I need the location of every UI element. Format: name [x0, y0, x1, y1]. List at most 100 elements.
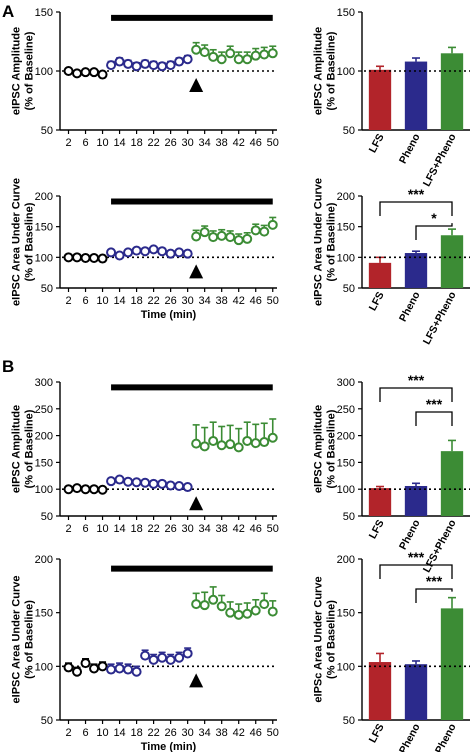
a-amp-bar-bar — [440, 53, 464, 130]
b-amp-bar-category-label: Pheno — [397, 518, 423, 552]
a-auc-time-x-tick-label: 10 — [96, 295, 108, 307]
b-amp-time-data-point — [114, 474, 125, 485]
b-auc-time-data-point — [148, 654, 159, 665]
a-auc-time-x-tick-label: 18 — [130, 295, 142, 307]
a-auc-time-data-point — [199, 227, 210, 238]
b-auc-time-data-point — [80, 658, 91, 669]
b-amp-time-data-point — [242, 435, 253, 446]
a-auc-time-x-tick-label: 38 — [216, 295, 228, 307]
a-auc-time-data-point — [106, 247, 117, 258]
a-auc-time-data-point — [259, 226, 270, 237]
b-auc-bar-bar — [440, 608, 464, 720]
a-auc-bar-y-tick-label: 50 — [343, 283, 355, 295]
b-amp-time-x-tick-label: 42 — [233, 523, 245, 535]
b-amp-time-x-tick-label: 10 — [96, 523, 108, 535]
a-amp-time-data-point — [250, 50, 261, 61]
b-auc-time-arrow-icon — [189, 673, 204, 688]
b-amp-time-data-point — [225, 439, 236, 450]
b-auc-time-data-point — [208, 594, 219, 605]
b-amp-time-x-tick-label: 14 — [113, 523, 125, 535]
a-auc-time-x-tick-label: 34 — [199, 295, 211, 307]
a-amp-bar-ylabel-line: (% of Baseline) — [326, 31, 338, 110]
b-auc-time-x-tick-label: 38 — [216, 727, 228, 739]
b-auc-time-data-point — [174, 652, 185, 663]
b-amp-bar-y-tick-label: 200 — [337, 431, 355, 443]
b-amp-time-y-tick-label: 50 — [41, 511, 53, 523]
a-auc-time-x-tick-label: 46 — [250, 295, 262, 307]
b-amp-bar-y-tick-label: 50 — [343, 511, 355, 523]
b-auc-time-data-point — [72, 666, 83, 677]
b-auc-time-data-point — [259, 599, 270, 610]
a-amp-bar-y-tick-label: 150 — [337, 7, 355, 19]
a-auc-bar-bar — [404, 253, 428, 288]
b-amp-time-data-point — [157, 478, 168, 489]
b-auc-time-data-point — [165, 654, 176, 665]
a-amp-time-x-tick-label: 38 — [216, 137, 228, 149]
b-amp-bar-ylabel-line: (% of Baseline) — [326, 409, 338, 488]
a-auc-bar-category-label: Pheno — [397, 290, 423, 324]
a-auc-bar-category-label: LFS — [367, 290, 387, 313]
b-auc-time-x-tick-label: 34 — [199, 727, 211, 739]
b-amp-time-x-tick-label: 30 — [182, 523, 194, 535]
a-amp-time-data-point — [131, 61, 142, 72]
a-auc-time-data-point — [216, 230, 227, 241]
a-auc-time-data-point — [123, 247, 134, 258]
b-amp-bar-bar — [404, 485, 428, 516]
b-amp-bar-y-tick-label: 150 — [337, 457, 355, 469]
a-amp-time-y-tick-label: 50 — [41, 125, 53, 137]
b-auc-time-data-point — [216, 601, 227, 612]
a-amp-time-data-point — [165, 60, 176, 71]
b-auc-time-x-label: Time (min) — [141, 741, 197, 752]
a-amp-time-x-tick-label: 30 — [182, 137, 194, 149]
a-amp-time-data-point — [225, 48, 236, 59]
b-amp-time-data-point — [89, 484, 100, 495]
a-amp-time-x-tick-label: 2 — [65, 137, 71, 149]
a-amp-time-data-point — [80, 67, 91, 78]
b-auc-bar-significance-bracket — [415, 588, 453, 603]
b-auc-time-x-tick-label: 50 — [267, 727, 279, 739]
a-amp-time-x-tick-label: 18 — [130, 137, 142, 149]
a-auc-time-data-point — [114, 250, 125, 261]
a-amp-time-x-tick-label: 10 — [96, 137, 108, 149]
b-auc-time-x-tick-label: 18 — [130, 727, 142, 739]
b-auc-bar-significance-label: *** — [426, 573, 443, 589]
b-amp-time-x-tick-label: 34 — [199, 523, 211, 535]
a-auc-time-data-point — [191, 231, 202, 242]
a-auc-time-x-tick-label: 30 — [182, 295, 194, 307]
b-amp-bar-bar — [440, 451, 464, 516]
a-amp-time-data-point — [259, 49, 270, 60]
b-auc-time-data-point — [157, 652, 168, 663]
b-amp-time-data-point — [174, 480, 185, 491]
a-amp-time-data-point — [174, 56, 185, 67]
a-amp-time-data-point — [267, 48, 278, 59]
b-amp-time-y-tick-label: 250 — [35, 404, 53, 416]
a-auc-time-data-point — [148, 244, 159, 255]
a-auc-time-data-point — [182, 248, 193, 259]
a-auc-time-data-point — [72, 252, 83, 263]
a-auc-bar-y-tick-label: 100 — [337, 252, 355, 264]
b-auc-time-y-tick-label: 150 — [35, 608, 53, 620]
b-amp-time-y-tick-label: 200 — [35, 431, 53, 443]
b-auc-time-x-tick-label: 2 — [65, 727, 71, 739]
b-auc-bar-y-tick-label: 100 — [337, 661, 355, 673]
b-auc-time-data-point — [140, 650, 151, 661]
b-auc-bar-ylabel-line: (% of Baseline) — [326, 600, 338, 679]
a-auc-time-data-point — [157, 246, 168, 257]
a-amp-bar-y-tick-label: 100 — [337, 66, 355, 78]
a-amp-time-ylabel-line: eIPSC Amplitude — [11, 27, 23, 115]
b-amp-time-data-point — [131, 477, 142, 488]
b-auc-time-y-tick-label: 50 — [41, 715, 53, 727]
b-auc-bar-y-tick-label: 150 — [337, 608, 355, 620]
a-auc-time-y-tick-label: 100 — [35, 252, 53, 264]
a-amp-time-x-tick-label: 46 — [250, 137, 262, 149]
a-auc-time-x-tick-label: 42 — [233, 295, 245, 307]
b-auc-time-data-point — [63, 662, 74, 673]
b-amp-time-x-tick-label: 50 — [267, 523, 279, 535]
b-auc-time-data-point — [131, 666, 142, 677]
a-amp-time-y-tick-label: 150 — [35, 7, 53, 19]
a-auc-bar-bar — [368, 262, 392, 288]
a-auc-time-data-point — [140, 246, 151, 257]
a-amp-time-data-point — [63, 66, 74, 76]
b-amp-bar-significance-bracket — [415, 411, 453, 426]
